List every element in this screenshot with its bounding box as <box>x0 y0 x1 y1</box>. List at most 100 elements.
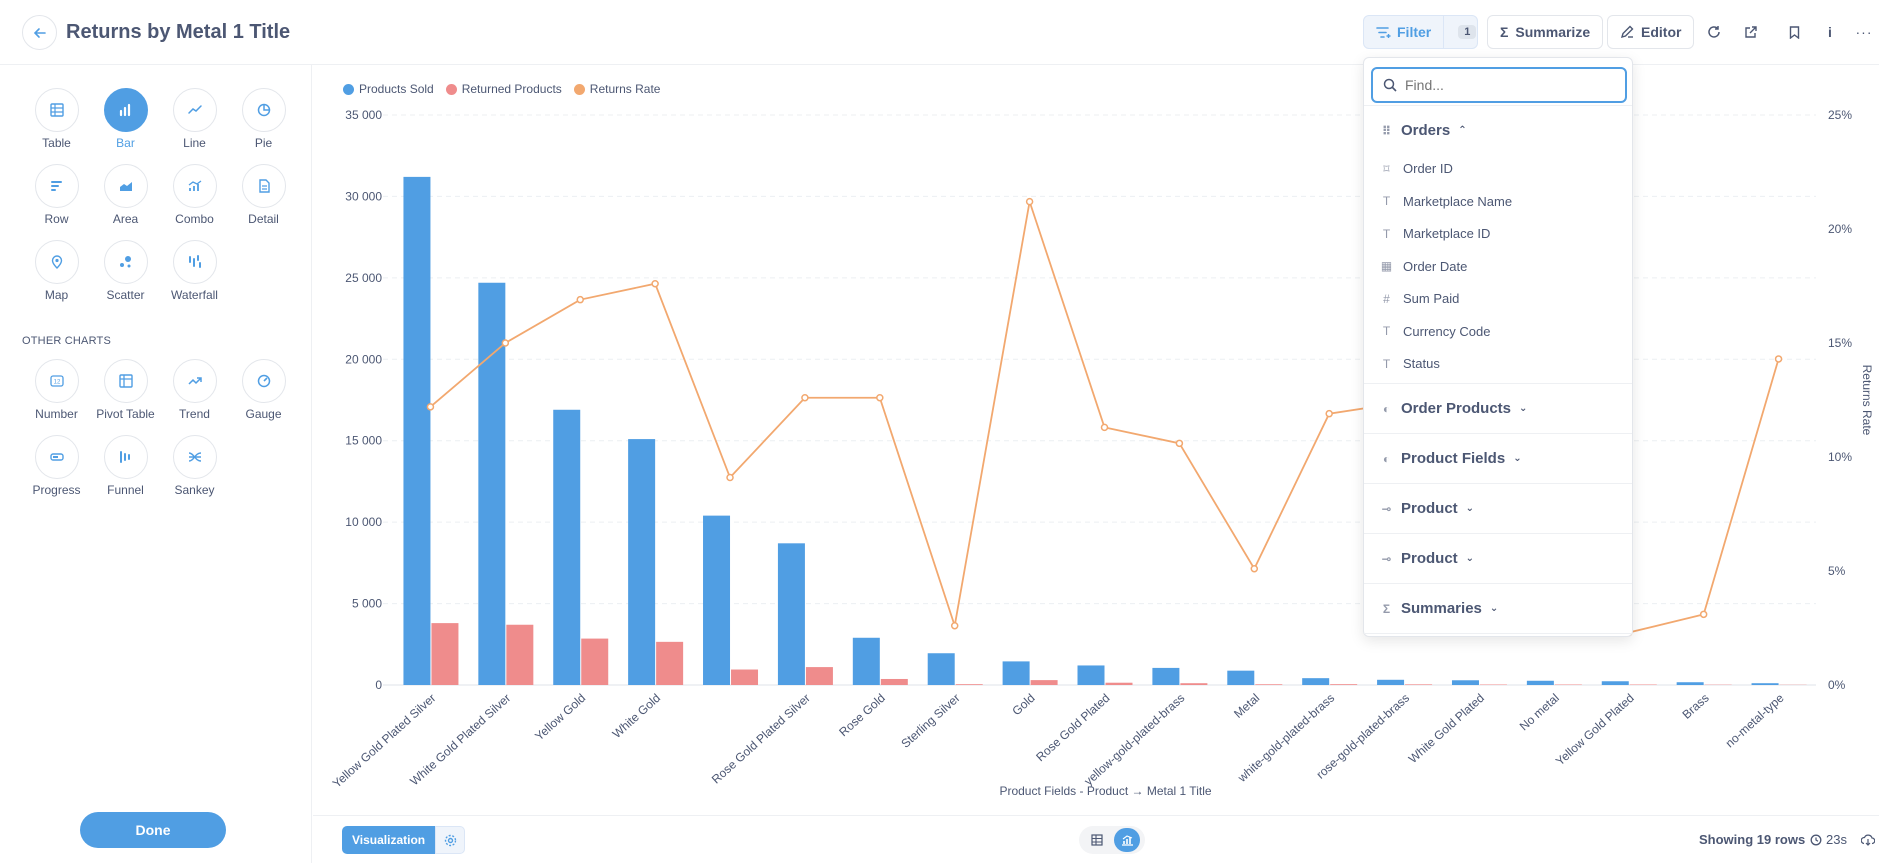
more-icon: ··· <box>1855 24 1873 40</box>
chart-type-line[interactable]: Line <box>160 88 229 150</box>
chart-type-progress[interactable]: Progress <box>22 435 91 497</box>
legend-item[interactable]: Products Sold <box>343 82 434 96</box>
filter-button[interactable]: Filter 1 <box>1363 15 1478 49</box>
pie-icon <box>241 88 286 132</box>
legend-item[interactable]: Returns Rate <box>573 82 660 96</box>
filter-field-item[interactable]: T Currency Code <box>1380 324 1491 339</box>
chart-type-combo[interactable]: Combo <box>160 164 229 226</box>
trend-icon <box>172 359 217 403</box>
bookmark-button[interactable] <box>1783 21 1805 43</box>
chart-type-grid: Table Bar Line Pie Row Area Combo Detail Map Scat… <box>22 88 298 302</box>
chart-type-gauge[interactable]: Gauge <box>229 359 298 421</box>
summarize-label: Summarize <box>1515 24 1591 40</box>
bar-icon <box>103 88 148 132</box>
filter-icon <box>1376 26 1391 38</box>
legend-label: Returned Products <box>461 82 562 96</box>
download-icon[interactable] <box>1860 834 1875 846</box>
chevron-down-icon: ⌄ <box>1465 503 1475 514</box>
text-icon: T <box>1382 226 1391 241</box>
chart-type-pivot-table[interactable]: Pivot Table <box>91 359 160 421</box>
bar-products-sold <box>1601 681 1629 685</box>
filter-section-product[interactable]: ⊸ Product ⌄ <box>1380 500 1474 517</box>
chart-type-pie[interactable]: Pie <box>229 88 298 150</box>
chart-type-number[interactable]: 12 Number <box>22 359 91 421</box>
x-tick-label: No metal <box>1517 691 1562 734</box>
chart-type-bar[interactable]: Bar <box>91 88 160 150</box>
visualization-toggle: Visualization <box>342 826 466 854</box>
y-tick-label-left: 0 <box>375 678 382 692</box>
point-returns-rate <box>576 295 584 304</box>
filter-section-product-fields[interactable]: ◐ Product Fields ⌄ <box>1380 450 1522 467</box>
chart-type-label: Line <box>183 136 206 150</box>
filter-search-box[interactable] <box>1371 67 1627 103</box>
y-tick-label-right: 20% <box>1828 222 1852 236</box>
filter-field-item[interactable]: ⌑ Order ID <box>1380 161 1452 176</box>
bar-products-sold <box>553 409 581 685</box>
chart-type-label: Map <box>44 288 69 302</box>
visualization-button[interactable]: Visualization <box>342 826 436 854</box>
point-returns-rate <box>1699 610 1708 619</box>
chart-type-area[interactable]: Area <box>91 164 160 226</box>
chart-type-row[interactable]: Row <box>22 164 91 226</box>
bar-products-sold <box>1002 661 1030 685</box>
filter-field-item[interactable]: T Marketplace ID <box>1380 226 1491 241</box>
filter-section-product[interactable]: ⊸ Product ⌄ <box>1380 550 1474 567</box>
y-tick-label-right: 5% <box>1828 564 1846 578</box>
open-external-button[interactable] <box>1739 21 1761 43</box>
filter-search-input[interactable] <box>1405 77 1605 93</box>
chart-type-funnel[interactable]: Funnel <box>91 435 160 497</box>
summarize-button[interactable]: Σ Summarize <box>1487 15 1604 49</box>
bar-products-sold <box>478 282 506 685</box>
number-icon: 12 <box>34 359 79 403</box>
done-button[interactable]: Done <box>80 812 226 848</box>
y-tick-label-left: 30 000 <box>345 189 382 203</box>
chart-legend: Products Sold Returned Products Returns Ra… <box>343 82 660 96</box>
chart-type-map[interactable]: Map <box>22 240 91 302</box>
point-returns-rate <box>876 393 884 402</box>
filter-field-item[interactable]: # Sum Paid <box>1380 291 1459 306</box>
bar-returned-products <box>1255 684 1283 685</box>
chart-type-label: Combo <box>175 212 214 226</box>
filter-field-item[interactable]: T Marketplace Name <box>1380 194 1512 209</box>
chart-type-waterfall[interactable]: Waterfall <box>160 240 229 302</box>
chart-type-detail[interactable]: Detail <box>229 164 298 226</box>
row-count: Showing 19 rows <box>1699 832 1806 847</box>
x-tick-label: Rose Gold Plated Silver <box>709 691 813 787</box>
legend-swatch <box>445 83 457 95</box>
filter-section-orders[interactable]: ⠿ Orders ⌃ <box>1380 122 1467 139</box>
refresh-button[interactable] <box>1703 21 1725 43</box>
chart-type-label: Area <box>112 212 139 226</box>
gauge-icon <box>241 359 286 403</box>
chart-view-toggle[interactable] <box>1114 828 1140 852</box>
chart-type-trend[interactable]: Trend <box>160 359 229 421</box>
chart-type-label: Bar <box>116 136 135 150</box>
chart-type-table[interactable]: Table <box>22 88 91 150</box>
popover-divider <box>1364 583 1632 584</box>
sankey-icon <box>172 435 217 479</box>
more-button[interactable]: ··· <box>1853 21 1875 43</box>
chart-type-scatter[interactable]: Scatter <box>91 240 160 302</box>
chart-type-sankey[interactable]: Sankey <box>160 435 229 497</box>
y-tick-label-right: 25% <box>1828 108 1852 122</box>
info-button[interactable]: i <box>1819 21 1841 43</box>
settings-button[interactable] <box>435 826 466 854</box>
bar-products-sold <box>1152 667 1180 685</box>
link-icon: ⊸ <box>1381 501 1392 516</box>
x-tick-label: Sterling Silver <box>898 691 962 751</box>
table-view-toggle[interactable] <box>1084 828 1110 852</box>
bar-products-sold <box>1451 680 1479 685</box>
editor-button[interactable]: Editor <box>1607 15 1695 49</box>
hash-icon: # <box>1383 291 1390 306</box>
bar-returned-products <box>731 669 759 685</box>
filter-field-item[interactable]: ▦ Order Date <box>1380 259 1467 274</box>
popover-divider <box>1364 383 1632 384</box>
filter-section-order-products[interactable]: ◐ Order Products ⌄ <box>1380 400 1528 417</box>
back-button[interactable] <box>22 15 57 50</box>
filter-section-summaries[interactable]: Σ Summaries ⌄ <box>1380 600 1498 617</box>
x-tick-label: Rose Gold <box>836 691 888 739</box>
pivot-table-icon <box>103 359 148 403</box>
x-tick-label: Yellow Gold Plated <box>1553 691 1637 769</box>
filter-field-item[interactable]: T Status <box>1380 356 1440 371</box>
chart-icon <box>1121 835 1133 846</box>
legend-item[interactable]: Returned Products <box>445 82 562 96</box>
